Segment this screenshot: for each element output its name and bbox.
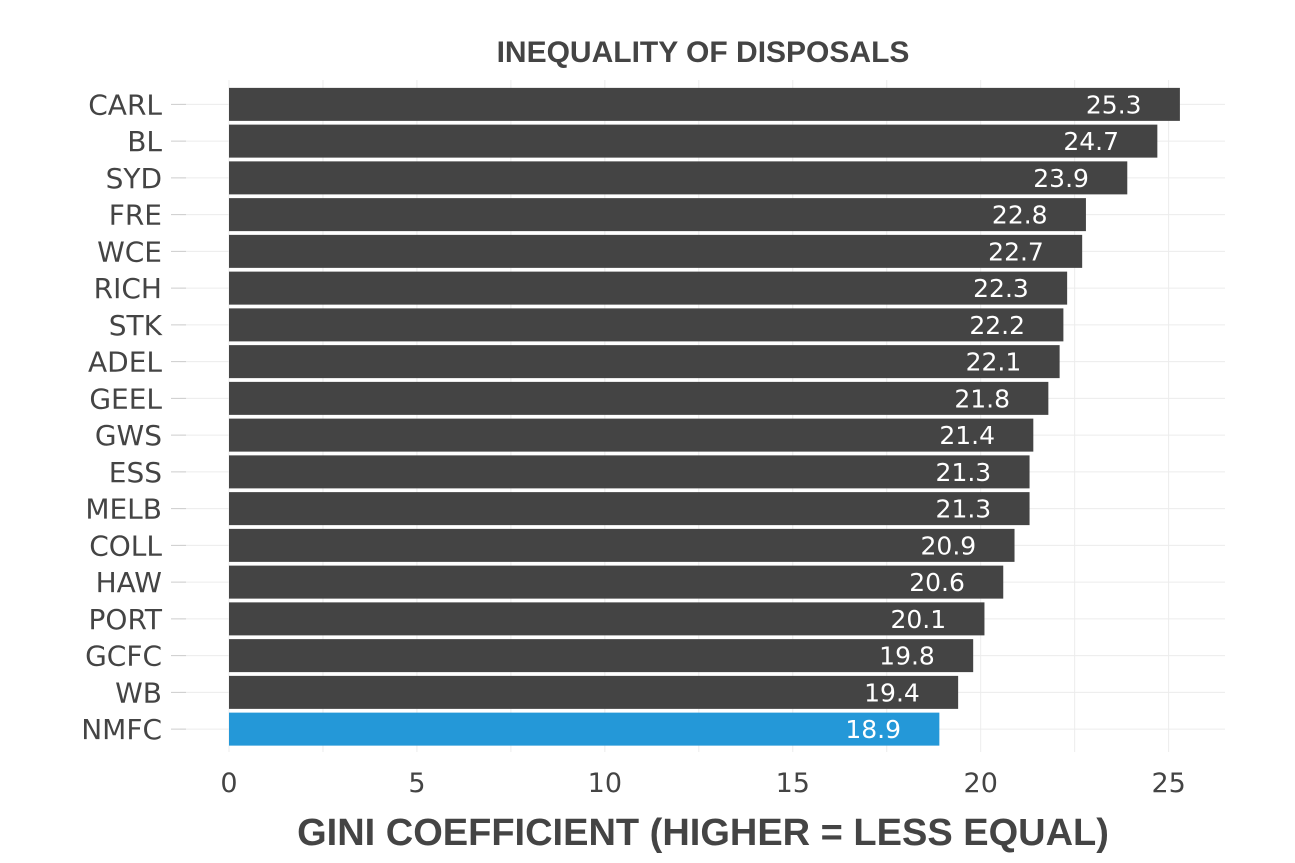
data-label-fre: 22.8 bbox=[992, 201, 1048, 230]
data-label-ess: 21.3 bbox=[936, 458, 992, 487]
data-label-carl: 25.3 bbox=[1086, 90, 1142, 119]
x-tick-label: 20 bbox=[964, 768, 998, 799]
bar-adel bbox=[229, 345, 1060, 379]
data-label-stk: 22.2 bbox=[969, 311, 1025, 340]
bar-ess bbox=[229, 455, 1030, 489]
category-label-gcfc: GCFC bbox=[85, 640, 162, 673]
category-label-gws: GWS bbox=[95, 419, 162, 452]
bar-gws bbox=[229, 418, 1034, 452]
bar-syd bbox=[229, 161, 1128, 195]
bar-gcfc bbox=[229, 639, 974, 673]
data-label-wce: 22.7 bbox=[988, 237, 1044, 266]
category-label-ess: ESS bbox=[109, 456, 162, 489]
data-label-nmfc: 18.9 bbox=[845, 715, 901, 744]
data-label-gws: 21.4 bbox=[939, 421, 995, 450]
chart-title: INEQUALITY OF DISPOSALS bbox=[497, 36, 910, 69]
data-label-adel: 22.1 bbox=[966, 348, 1022, 377]
bars: 25.3 24.7 23.9 22.8 22.7 22.3 22.2 22.1 21.8 21.4… bbox=[229, 87, 1180, 746]
category-label-bl: BL bbox=[127, 125, 162, 158]
bar-port bbox=[229, 602, 985, 636]
bar-fre bbox=[229, 198, 1086, 232]
bar-rich bbox=[229, 271, 1068, 305]
bar-bl bbox=[229, 124, 1158, 158]
x-tick-label: 25 bbox=[1151, 768, 1185, 799]
bar-carl bbox=[229, 87, 1180, 121]
bar-nmfc bbox=[229, 712, 940, 746]
bar-coll bbox=[229, 528, 1015, 562]
data-label-coll: 20.9 bbox=[921, 531, 977, 560]
value-axis: 0 5 10 15 20 25 bbox=[220, 768, 1185, 799]
data-label-melb: 21.3 bbox=[936, 495, 992, 524]
category-label-rich: RICH bbox=[94, 272, 162, 305]
data-label-port: 20.1 bbox=[890, 605, 946, 634]
category-label-stk: STK bbox=[109, 309, 163, 342]
x-tick-label: 10 bbox=[588, 768, 622, 799]
bar-stk bbox=[229, 308, 1064, 342]
category-label-syd: SYD bbox=[106, 162, 162, 195]
data-label-gcfc: 19.8 bbox=[879, 642, 935, 671]
data-label-bl: 24.7 bbox=[1063, 127, 1119, 156]
category-label-haw: HAW bbox=[96, 566, 162, 599]
category-label-carl: CARL bbox=[88, 88, 162, 121]
x-tick-label: 15 bbox=[776, 768, 810, 799]
data-label-geel: 21.8 bbox=[954, 384, 1010, 413]
category-label-wb: WB bbox=[115, 676, 162, 709]
category-label-adel: ADEL bbox=[88, 346, 162, 379]
bar-wce bbox=[229, 234, 1083, 268]
data-label-syd: 23.9 bbox=[1033, 164, 1089, 193]
bar-haw bbox=[229, 565, 1004, 599]
bar-geel bbox=[229, 381, 1049, 415]
data-label-rich: 22.3 bbox=[973, 274, 1029, 303]
bar-wb bbox=[229, 675, 959, 709]
category-label-nmfc: NMFC bbox=[81, 713, 162, 746]
x-tick-label: 0 bbox=[220, 768, 237, 799]
category-label-fre: FRE bbox=[109, 199, 162, 232]
x-axis-label: GINI COEFFICIENT (HIGHER = LESS EQUAL) bbox=[297, 812, 1109, 854]
category-label-melb: MELB bbox=[85, 493, 162, 526]
data-label-wb: 19.4 bbox=[864, 678, 920, 707]
category-label-coll: COLL bbox=[89, 529, 162, 562]
category-label-port: PORT bbox=[89, 603, 163, 636]
category-label-geel: GEEL bbox=[89, 382, 162, 415]
category-label-wce: WCE bbox=[97, 235, 162, 268]
bar-melb bbox=[229, 492, 1030, 526]
x-tick-label: 5 bbox=[408, 768, 425, 799]
data-label-haw: 20.6 bbox=[909, 568, 965, 597]
